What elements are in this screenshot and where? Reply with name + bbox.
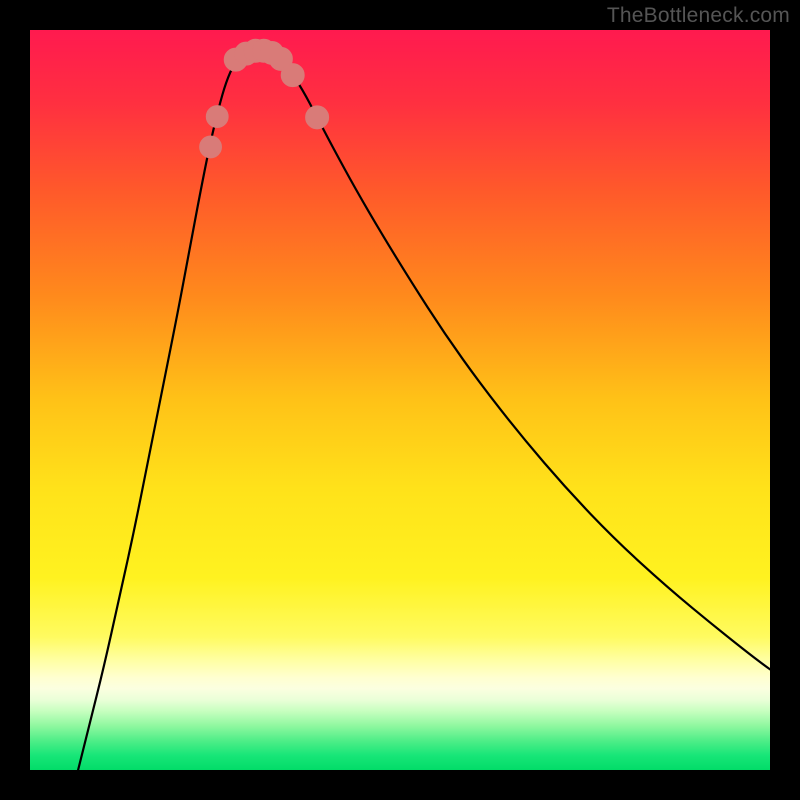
data-marker xyxy=(306,106,329,129)
data-markers xyxy=(200,39,329,158)
data-marker xyxy=(281,64,304,87)
frame-bottom xyxy=(0,770,800,800)
frame-left xyxy=(0,0,30,800)
chart-svg xyxy=(30,30,770,770)
attribution-text: TheBottleneck.com xyxy=(607,4,790,28)
bottleneck-curve xyxy=(74,50,770,770)
data-marker xyxy=(200,136,222,158)
data-marker xyxy=(206,106,228,128)
frame-right xyxy=(770,0,800,800)
plot-area xyxy=(30,30,770,770)
